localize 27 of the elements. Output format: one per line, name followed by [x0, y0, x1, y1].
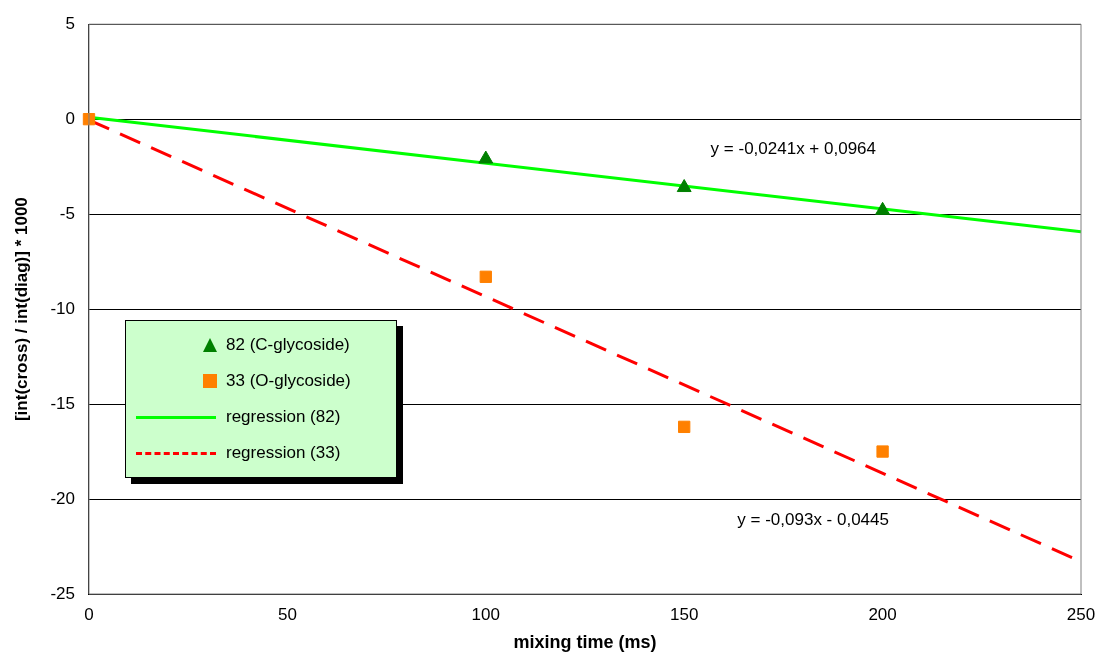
y-tick-label: -5	[59, 203, 75, 223]
legend-label: 82 (C-glycoside)	[226, 335, 350, 355]
y-tick-label: -25	[50, 583, 75, 603]
legend-label: 33 (O-glycoside)	[226, 371, 351, 391]
x-tick-label: 50	[277, 604, 297, 624]
y-tick-label: 5	[65, 13, 75, 33]
y-tick-label: -10	[50, 298, 75, 318]
point	[678, 420, 691, 434]
point	[478, 150, 494, 164]
point	[479, 270, 492, 283]
point	[876, 445, 889, 458]
point	[875, 201, 891, 215]
legend-label: regression (33)	[226, 443, 341, 463]
y-axis-title: [int(cross) / int(diag)] * 1000	[11, 197, 31, 422]
annotation: y = -0,0241x + 0,0964	[710, 139, 877, 159]
annotation: y = -0,093x - 0,0445	[737, 509, 889, 529]
y-tick-label: -15	[50, 393, 75, 413]
legend-label: regression (82)	[226, 407, 341, 427]
x-tick-label: 250	[1066, 604, 1096, 624]
x-axis-title: mixing time (ms)	[513, 632, 657, 653]
point	[676, 179, 692, 193]
x-tick-label: 100	[471, 604, 500, 624]
y-tick-label: 0	[65, 108, 75, 128]
x-tick-label: 0	[84, 604, 94, 624]
x-tick-label: 150	[670, 604, 699, 624]
y-tick-label: -20	[50, 488, 75, 508]
x-tick-label: 200	[868, 604, 897, 624]
